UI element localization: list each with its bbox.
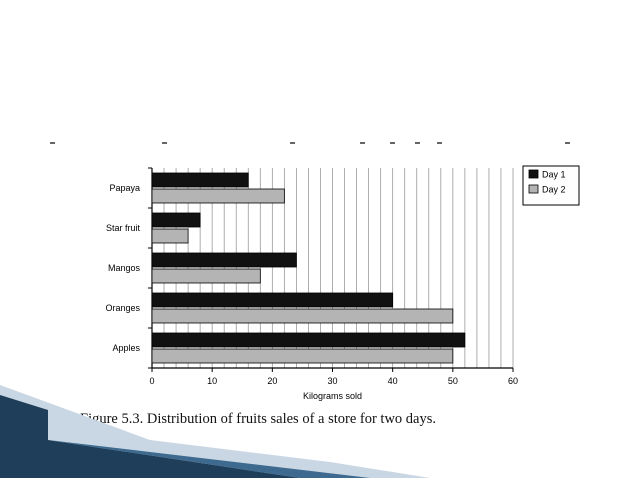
category-label: Papaya bbox=[109, 183, 140, 193]
bar-day1 bbox=[151, 172, 249, 188]
bar-day1 bbox=[151, 292, 394, 308]
x-tick-label: 20 bbox=[267, 376, 277, 386]
legend-swatch bbox=[528, 184, 539, 194]
bar-day1 bbox=[151, 212, 201, 228]
legend-label: Day 1 bbox=[542, 170, 566, 180]
legend-label: Day 2 bbox=[542, 185, 566, 195]
bar-day1 bbox=[151, 252, 297, 268]
x-tick-label: 30 bbox=[327, 376, 337, 386]
category-label: Star fruit bbox=[106, 223, 141, 233]
bar-day2 bbox=[151, 228, 189, 244]
bar-day2 bbox=[151, 308, 454, 324]
category-label: Oranges bbox=[105, 303, 140, 313]
x-axis-title: Kilograms sold bbox=[303, 391, 362, 401]
bar-day2 bbox=[151, 188, 285, 204]
category-label: Mangos bbox=[108, 263, 141, 273]
x-tick-label: 60 bbox=[508, 376, 518, 386]
bar-day1 bbox=[151, 332, 466, 348]
bar-day2 bbox=[151, 348, 454, 364]
x-tick-label: 0 bbox=[149, 376, 154, 386]
category-label: Apples bbox=[112, 343, 140, 353]
x-tick-label: 10 bbox=[207, 376, 217, 386]
figure-caption: Figure 5.3. Distribution of fruits sales… bbox=[80, 411, 437, 427]
bar-day2 bbox=[151, 268, 261, 284]
legend-swatch bbox=[528, 169, 539, 179]
x-tick-label: 40 bbox=[388, 376, 398, 386]
x-tick-label: 50 bbox=[448, 376, 458, 386]
